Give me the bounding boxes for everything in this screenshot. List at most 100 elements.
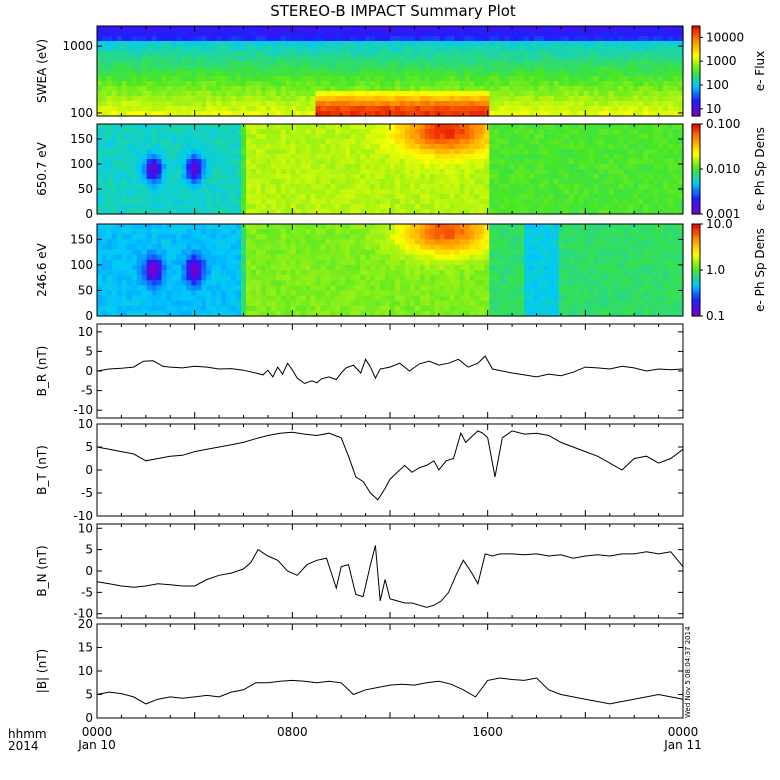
heatmap-cell [146, 61, 153, 67]
heatmap-cell [648, 51, 654, 57]
heatmap-cell [236, 124, 242, 130]
heatmap-cell [474, 189, 480, 195]
heatmap-cell [136, 290, 143, 297]
heatmap-cell [101, 290, 108, 297]
heatmap-cell [226, 290, 232, 297]
heatmap-cell [638, 209, 644, 215]
heatmap-cell [206, 264, 212, 271]
heatmap-cell [141, 199, 148, 205]
heatmap-cell [504, 124, 510, 130]
heatmap-cell [310, 51, 317, 57]
heatmap-cell [265, 189, 272, 195]
heatmap-cell [678, 154, 684, 160]
heatmap-cell [360, 66, 366, 72]
heatmap-cell [320, 194, 327, 200]
heatmap-cell [191, 139, 197, 145]
heatmap-cell [216, 280, 222, 286]
heatmap-cell [365, 51, 371, 57]
heatmap-cell [191, 280, 197, 286]
heatmap-cell [206, 124, 212, 130]
heatmap-cell [176, 204, 183, 210]
heatmap-cell [474, 76, 480, 82]
heatmap-cell [186, 184, 192, 190]
heatmap-cell [593, 194, 600, 200]
heatmap-cell [653, 111, 659, 117]
heatmap-cell [216, 189, 222, 195]
colorbar-step [692, 126, 700, 130]
heatmap-cell [583, 204, 590, 210]
heatmap-cell [593, 36, 600, 42]
heatmap-cell [146, 134, 153, 140]
heatmap-cell [558, 51, 565, 57]
heatmap-cell [141, 61, 148, 67]
heatmap-cell [186, 194, 192, 200]
heatmap-cell [390, 134, 396, 140]
heatmap-cell [191, 179, 197, 185]
heatmap-cell [360, 209, 366, 215]
heatmap-cell [394, 204, 401, 210]
heatmap-cell [146, 234, 153, 240]
heatmap-cell [598, 56, 605, 62]
heatmap-cell [563, 139, 570, 145]
heatmap-cell [106, 249, 113, 256]
heatmap-cell [429, 174, 436, 180]
colorbar-step [692, 175, 700, 179]
heatmap-cell [126, 66, 133, 72]
heatmap-cell [588, 91, 595, 97]
heatmap-cell [320, 189, 327, 195]
heatmap-cell [320, 71, 327, 77]
heatmap-cell [494, 61, 500, 67]
heatmap-cell [126, 234, 133, 240]
heatmap-cell [97, 234, 103, 240]
heatmap-cell [394, 134, 401, 140]
heatmap-cell [578, 199, 585, 205]
heatmap-cell [643, 199, 649, 205]
heatmap-cell [608, 164, 615, 170]
heatmap-cell [191, 275, 197, 281]
heatmap-cell [370, 194, 376, 200]
heatmap-cell [434, 66, 441, 72]
heatmap-cell [474, 164, 480, 170]
heatmap-cell [310, 31, 317, 37]
heatmap-cell [146, 144, 153, 150]
heatmap-cell [593, 61, 600, 67]
heatmap-cell [494, 154, 500, 160]
heatmap-cell [191, 300, 197, 307]
heatmap-cell [255, 101, 262, 107]
heatmap-cell [474, 111, 480, 117]
heatmap-cell [380, 189, 386, 195]
heatmap-cell [553, 204, 560, 210]
heatmap-cell [459, 174, 466, 180]
heatmap-cell [633, 41, 639, 47]
heatmap-cell [280, 71, 287, 77]
heatmap-cell [171, 66, 178, 72]
heatmap-cell [464, 199, 471, 205]
heatmap-cell [186, 264, 192, 271]
heatmap-cell [97, 36, 103, 42]
heatmap-cell [211, 61, 217, 67]
heatmap-cell [548, 179, 555, 185]
heatmap-cell [201, 305, 207, 312]
heatmap-cell [558, 76, 565, 82]
heatmap-cell [97, 111, 103, 117]
heatmap-cell [345, 41, 351, 47]
heatmap-cell [370, 76, 376, 82]
heatmap-cell [668, 124, 674, 130]
heatmap-cell [653, 41, 659, 47]
heatmap-cell [509, 204, 515, 210]
heatmap-cell [206, 76, 212, 82]
heatmap-cell [191, 96, 197, 102]
heatmap-cell [186, 51, 192, 57]
heatmap-cell [335, 106, 341, 112]
heatmap-cell [404, 71, 411, 77]
heatmap-cell [156, 305, 163, 312]
heatmap-cell [608, 154, 615, 160]
heatmap-cell [633, 111, 639, 117]
heatmap-cell [414, 96, 421, 102]
heatmap-cell [136, 111, 143, 117]
heatmap-cell [116, 275, 123, 281]
heatmap-cell [221, 76, 227, 82]
heatmap-cell [106, 129, 113, 135]
heatmap-cell [161, 124, 168, 130]
heatmap-cell [275, 31, 282, 37]
